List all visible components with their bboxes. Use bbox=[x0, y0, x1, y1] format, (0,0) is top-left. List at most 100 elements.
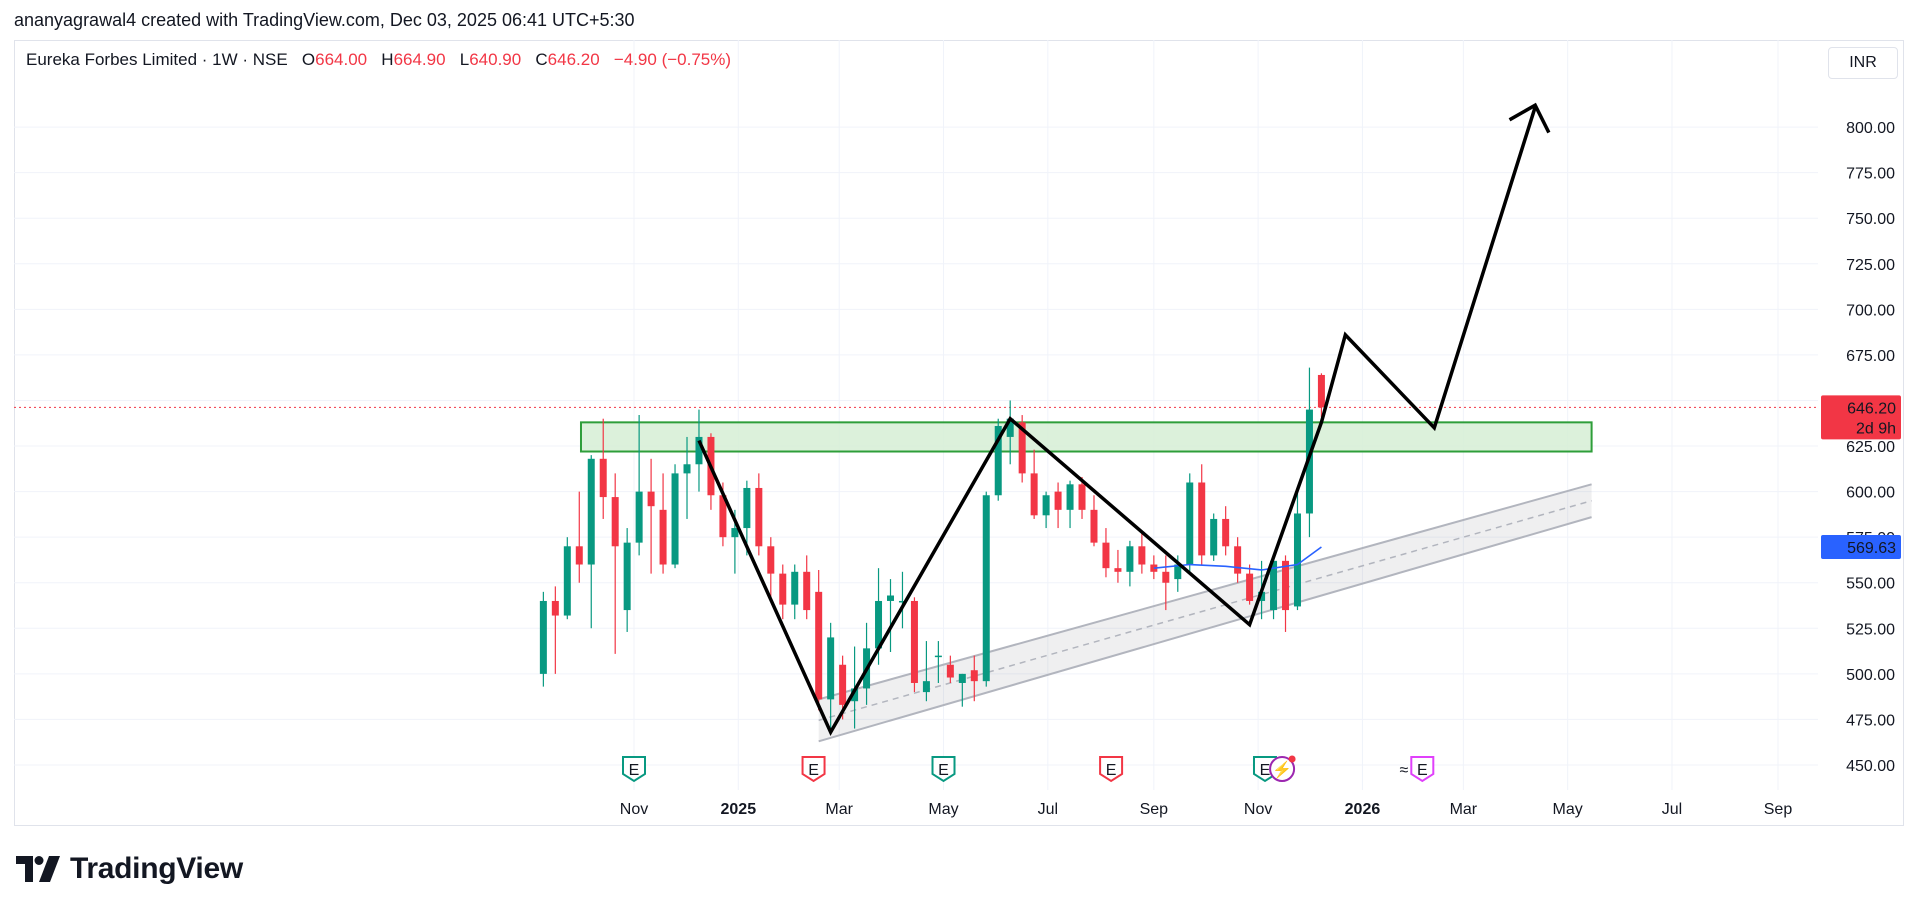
candle-body-down bbox=[575, 546, 583, 565]
axis-price-label-countdown: 2d 9h bbox=[1856, 420, 1896, 437]
earnings-marker-label: E bbox=[1106, 762, 1117, 779]
candle-body-up bbox=[1006, 418, 1014, 437]
candle-body-up bbox=[1186, 482, 1194, 565]
candle-body-down bbox=[755, 487, 763, 547]
y-tick-label: 625.00 bbox=[1846, 439, 1895, 456]
axis-price-label bbox=[1821, 534, 1901, 559]
earnings-marker-label: E bbox=[1260, 762, 1271, 779]
open-value: 664.00 bbox=[315, 50, 368, 69]
candle-body-up bbox=[875, 600, 883, 649]
candle-body-down bbox=[815, 591, 823, 700]
candle-body-down bbox=[767, 546, 775, 574]
candle-body-up bbox=[1066, 484, 1074, 510]
candle-body-up bbox=[827, 637, 835, 700]
upcoming-earnings-marker bbox=[1410, 756, 1435, 783]
x-tick-label: 2025 bbox=[721, 801, 757, 818]
candle-body-down bbox=[1317, 374, 1325, 408]
candle-body-up bbox=[1042, 495, 1050, 516]
resistance-zone bbox=[579, 421, 1593, 453]
candle-body-up bbox=[563, 546, 571, 616]
candle-body-up bbox=[1305, 409, 1313, 514]
x-tick-label: May bbox=[1553, 801, 1583, 818]
candle-body-up bbox=[731, 528, 739, 538]
earnings-marker bbox=[1099, 756, 1124, 783]
earnings-marker bbox=[801, 756, 826, 783]
candle-body-down bbox=[1162, 571, 1170, 583]
candle-body-down bbox=[910, 600, 918, 683]
change-value: −4.90 (−0.75%) bbox=[613, 50, 732, 69]
x-tick-label: May bbox=[928, 801, 958, 818]
candle-body-down bbox=[1138, 546, 1146, 565]
y-tick-label: 525.00 bbox=[1846, 621, 1895, 638]
candle-body-up bbox=[623, 542, 631, 611]
dividend-marker-label: ⚡ bbox=[1272, 760, 1292, 779]
candle-body-down bbox=[647, 491, 655, 507]
candle-body-down bbox=[1102, 542, 1110, 569]
candle-body-up bbox=[1258, 591, 1266, 601]
pattern-projection-path bbox=[697, 106, 1537, 737]
candle-body-up bbox=[539, 600, 547, 674]
x-tick-label: 2026 bbox=[1345, 801, 1381, 818]
candle-body-down bbox=[1018, 422, 1026, 474]
y-tick-label: 725.00 bbox=[1846, 257, 1895, 274]
candle-body-up bbox=[1174, 564, 1182, 580]
x-tick-label: Mar bbox=[825, 801, 853, 818]
symbol-legend: Eureka Forbes Limited · 1W · NSE O664.00… bbox=[26, 50, 731, 70]
chart-frame bbox=[14, 40, 1904, 826]
candle-body-down bbox=[1078, 484, 1086, 510]
axis-price-label-text: 646.20 bbox=[1847, 400, 1896, 417]
candle-body-up bbox=[1210, 518, 1218, 556]
candle-body-up bbox=[958, 673, 966, 683]
y-tick-label: 675.00 bbox=[1846, 348, 1895, 365]
currency-button[interactable]: INR bbox=[1828, 47, 1898, 79]
candle-body-down bbox=[1030, 473, 1038, 516]
candle-body-up bbox=[1270, 560, 1278, 611]
candle-body-down bbox=[946, 664, 954, 678]
candle-body-up bbox=[887, 595, 894, 601]
candle-body-up bbox=[1293, 513, 1301, 607]
candle-body-up bbox=[982, 495, 990, 682]
dividend-marker-dot bbox=[1288, 755, 1296, 763]
axis-price-label-text: 569.63 bbox=[1847, 540, 1896, 557]
candle-body-up bbox=[934, 655, 942, 658]
x-tick-label: Jul bbox=[1662, 801, 1682, 818]
earnings-marker bbox=[1252, 756, 1277, 783]
y-tick-label: 775.00 bbox=[1846, 166, 1895, 183]
candle-body-up bbox=[898, 600, 906, 603]
channel-lower-line bbox=[818, 516, 1592, 743]
candle-body-down bbox=[551, 600, 559, 616]
tradingview-logo-text: TradingView bbox=[70, 852, 243, 885]
open-label: O bbox=[301, 50, 316, 69]
tradingview-logo[interactable]: TradingView bbox=[16, 852, 243, 886]
earnings-marker-label: E bbox=[629, 762, 640, 779]
earnings-marker-label: E bbox=[1417, 762, 1428, 779]
candle-body-up bbox=[671, 473, 679, 565]
candle-body-down bbox=[611, 497, 619, 547]
channel-upper-line bbox=[818, 483, 1592, 701]
candle-body-down bbox=[779, 573, 787, 605]
moving-average-line bbox=[1153, 546, 1322, 571]
candle-body-down bbox=[1282, 560, 1290, 611]
candle-body-down bbox=[970, 670, 978, 682]
candle-body-down bbox=[1114, 568, 1122, 572]
candle-body-down bbox=[1246, 573, 1254, 601]
candle-body-down bbox=[1234, 546, 1242, 574]
candle-body-up bbox=[683, 464, 691, 474]
y-tick-label: 800.00 bbox=[1846, 120, 1895, 137]
x-tick-label: Nov bbox=[1244, 801, 1272, 818]
candle-body-up bbox=[635, 491, 643, 543]
earnings-marker bbox=[622, 756, 646, 783]
earnings-marker-label: E bbox=[808, 762, 819, 779]
candle-body-down bbox=[839, 664, 847, 705]
y-tick-label: 750.00 bbox=[1846, 211, 1895, 228]
y-tick-label: 475.00 bbox=[1846, 712, 1895, 729]
candle-body-up bbox=[1126, 546, 1134, 572]
candle-body-down bbox=[1222, 518, 1230, 547]
close-value: 646.20 bbox=[547, 50, 600, 69]
low-label: L bbox=[459, 50, 470, 69]
candle-body-up bbox=[922, 681, 930, 693]
low-value: 640.90 bbox=[469, 50, 522, 69]
projection-arrow-head bbox=[1508, 102, 1551, 134]
x-tick-label: Jul bbox=[1038, 801, 1058, 818]
